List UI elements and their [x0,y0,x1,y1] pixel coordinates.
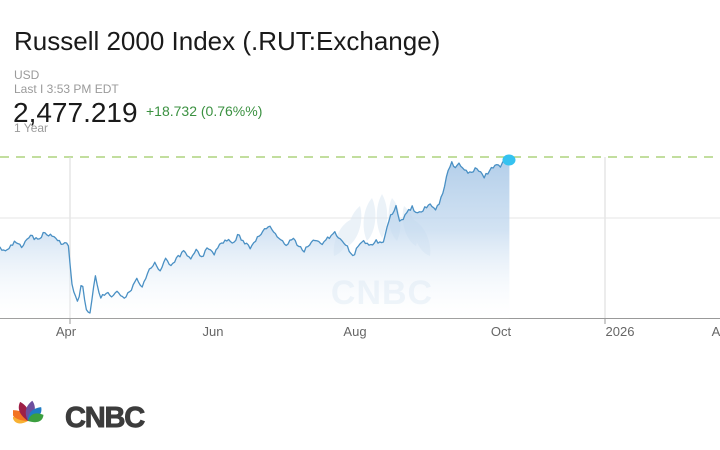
svg-text:CNBC: CNBC [65,402,145,434]
